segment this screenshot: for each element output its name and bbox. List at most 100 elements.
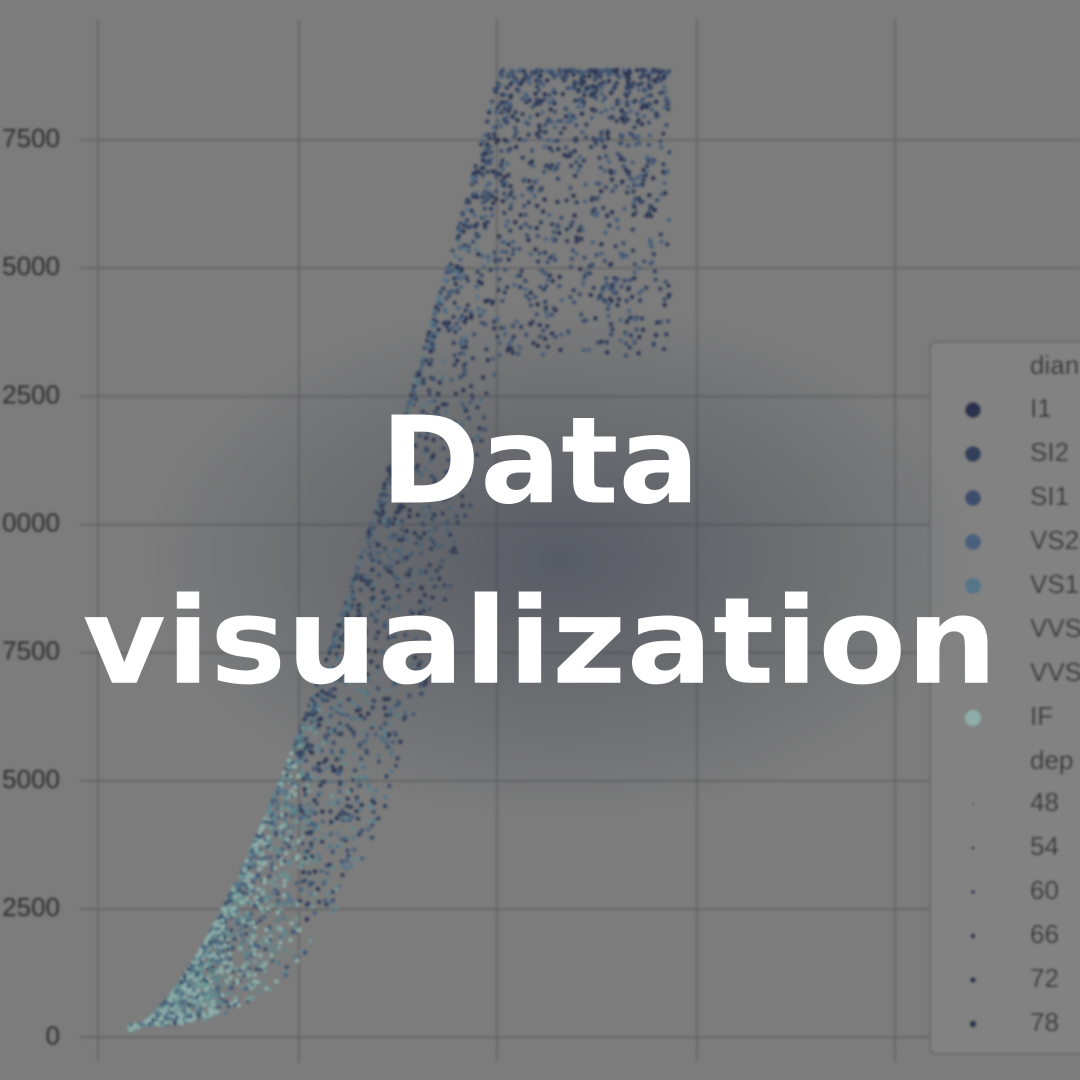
dot xyxy=(476,170,481,175)
dot xyxy=(241,986,246,991)
dot xyxy=(464,200,469,205)
dot xyxy=(226,907,232,912)
dot xyxy=(469,182,475,187)
dot xyxy=(205,966,210,972)
dot xyxy=(346,853,351,858)
dot xyxy=(220,925,225,930)
dot xyxy=(527,178,532,184)
dot xyxy=(598,165,603,170)
dot xyxy=(342,811,347,816)
dot xyxy=(599,130,604,135)
dot xyxy=(257,918,263,923)
dot xyxy=(599,242,604,247)
dot xyxy=(508,206,513,211)
dot xyxy=(587,271,592,276)
dot xyxy=(523,222,528,227)
dot xyxy=(277,926,283,931)
dot xyxy=(461,229,466,234)
dot xyxy=(552,257,558,262)
dot xyxy=(382,803,388,809)
dot xyxy=(517,273,523,278)
dot xyxy=(211,1008,216,1013)
dot xyxy=(589,144,594,150)
dot xyxy=(263,961,268,966)
dot xyxy=(500,239,505,245)
dot xyxy=(270,799,275,804)
dot xyxy=(610,115,615,120)
dot xyxy=(499,123,504,129)
dot xyxy=(312,798,317,803)
dot xyxy=(173,1021,178,1026)
dot xyxy=(257,830,262,835)
dot xyxy=(596,136,602,142)
dot xyxy=(462,273,467,279)
dot xyxy=(278,825,284,830)
dot xyxy=(282,883,287,888)
dot xyxy=(465,278,471,284)
dot xyxy=(565,86,570,91)
dot xyxy=(278,935,283,940)
dot xyxy=(466,249,472,254)
dot xyxy=(512,195,517,200)
dot xyxy=(238,933,244,938)
legend-label: 72 xyxy=(1030,963,1059,993)
dot xyxy=(557,274,562,280)
dot xyxy=(338,797,343,802)
dot xyxy=(329,819,334,825)
dot xyxy=(207,934,212,939)
dot xyxy=(350,826,355,831)
dot xyxy=(244,858,250,864)
dot xyxy=(192,992,197,997)
dot xyxy=(622,278,628,283)
dot xyxy=(226,1004,232,1009)
dot xyxy=(456,233,461,238)
dot xyxy=(542,144,547,149)
dot xyxy=(281,893,287,898)
dot xyxy=(589,197,594,203)
dot xyxy=(242,874,247,879)
dot xyxy=(279,812,285,817)
dot xyxy=(512,282,517,287)
dot xyxy=(529,189,535,194)
dot xyxy=(209,930,215,936)
dot xyxy=(577,292,583,297)
dot xyxy=(258,963,263,968)
dot xyxy=(556,72,561,78)
dot xyxy=(197,1012,202,1017)
dot xyxy=(544,283,549,289)
dot xyxy=(321,881,326,886)
dot xyxy=(436,296,441,301)
dot xyxy=(153,1010,158,1016)
dot xyxy=(233,998,238,1004)
y-tick-label: 7500 xyxy=(2,123,60,153)
dot xyxy=(288,803,293,808)
dot xyxy=(195,1002,200,1007)
dot xyxy=(499,160,505,166)
dot xyxy=(534,68,539,73)
dot xyxy=(574,160,579,165)
dot xyxy=(562,152,567,158)
dot xyxy=(302,787,307,792)
dot xyxy=(200,962,205,968)
dot xyxy=(490,169,495,174)
dot xyxy=(528,251,533,257)
dot xyxy=(484,183,489,189)
dot xyxy=(636,82,641,88)
dot xyxy=(240,964,246,970)
dot xyxy=(233,882,238,887)
dot xyxy=(283,788,288,793)
dot xyxy=(592,108,598,113)
dot xyxy=(312,891,318,897)
dot xyxy=(337,883,342,889)
dot xyxy=(476,252,481,257)
dot xyxy=(250,863,255,868)
dot xyxy=(295,782,300,787)
dot xyxy=(620,132,625,138)
dot xyxy=(220,906,226,912)
dot xyxy=(210,935,215,940)
dot xyxy=(534,203,540,209)
dot xyxy=(262,935,267,941)
dot xyxy=(529,159,535,164)
dot xyxy=(158,1008,164,1013)
dot xyxy=(481,158,486,163)
